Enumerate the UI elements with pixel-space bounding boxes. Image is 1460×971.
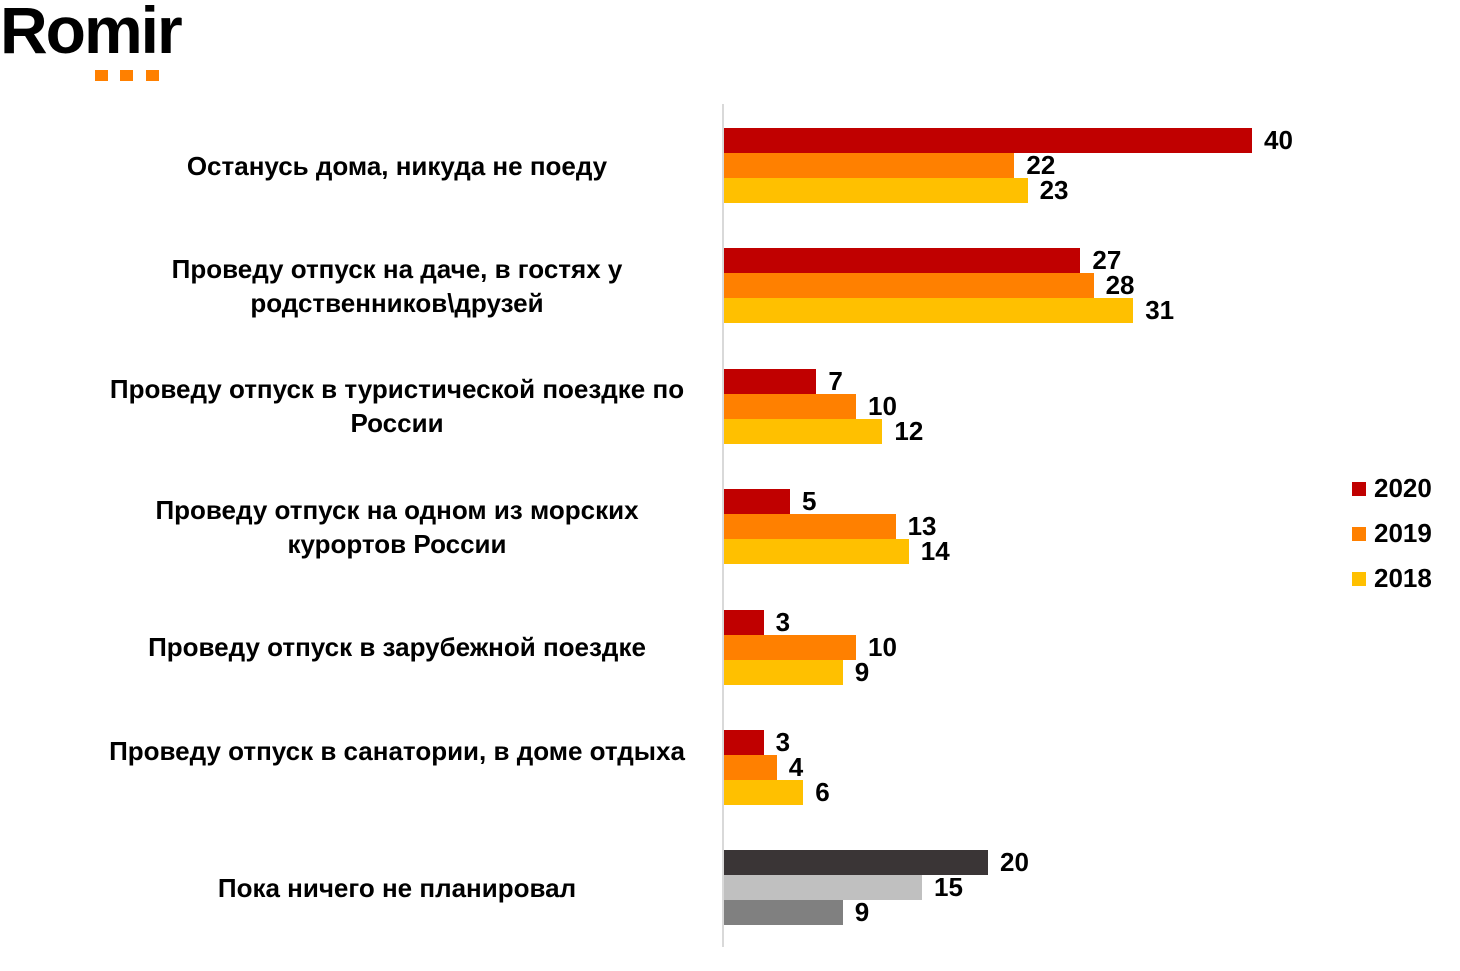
bar-2019 [724,875,922,901]
legend-swatch [1352,526,1366,541]
data-label: 15 [934,872,963,903]
bar-2020 [724,489,790,515]
data-label: 40 [1264,125,1293,155]
legend-label: 2019 [1374,518,1432,548]
data-label: 4 [788,752,804,782]
romir-logo: Romir [0,0,183,67]
bar-2020 [724,850,988,876]
bar-2018 [724,178,1028,203]
data-label: 27 [1092,245,1122,276]
data-label: 12 [894,415,924,446]
data-label: 28 [1105,270,1135,301]
bar-2019 [724,634,856,660]
bar-2020 [724,368,817,394]
data-label: 22 [1026,150,1056,180]
data-label: 9 [854,656,870,687]
logo-dot [95,70,108,81]
bar-2019 [724,755,777,780]
data-label: 20 [1000,847,1029,878]
bar-2018 [724,418,883,444]
legend-item: 2018 [1352,556,1432,601]
data-label: 6 [815,777,830,807]
data-label: 14 [920,536,950,567]
bar-2019 [724,514,896,540]
bar-2020 [724,609,764,635]
legend-swatch [1352,481,1366,496]
category-label: Проведу отпуск в зарубежной поездке [148,632,646,663]
legend-item: 2020 [1352,466,1432,511]
data-label: 9 [854,897,870,928]
data-label: 13 [907,511,937,542]
logo-dot [146,70,159,81]
bar-2018 [724,659,843,685]
data-label: 10 [868,631,897,662]
data-label: 3 [775,727,791,757]
legend-label: 2020 [1374,473,1432,503]
data-label: 23 [1039,175,1069,205]
category-label: Проведу отпуск в туристической поездке п… [109,374,685,439]
bar-2019 [724,153,1015,178]
bar-2020 [724,248,1081,274]
data-label: 10 [868,390,897,421]
category-label: Пока ничего не планировал [217,872,577,903]
category-label: Проведу отпуск на одном из морских курор… [155,494,639,559]
bar-2020 [724,730,764,755]
bar-2020 [724,128,1252,153]
bar-2019 [724,393,856,419]
category-label: Проведу отпуск в санатории, в доме отдых… [109,735,685,766]
logo-dot [120,70,133,81]
bar-2018 [724,298,1134,324]
category-label: Проведу отпуск на даче, в гостях у родст… [171,253,623,318]
data-label: 7 [828,365,843,396]
legend: 2020 2019 2018 [1352,466,1432,601]
category-axis-line [722,104,724,947]
category-label: Останусь дома, никуда не поеду [186,150,608,181]
bar-2018 [724,900,843,926]
legend-swatch [1352,571,1366,586]
legend-label: 2018 [1374,563,1432,593]
data-label: 3 [775,606,791,637]
data-label: 31 [1145,295,1175,326]
bar-2018 [724,539,909,565]
bar-2018 [724,780,804,805]
bar-2019 [724,273,1094,299]
legend-item: 2019 [1352,511,1432,556]
data-label: 5 [802,486,817,517]
